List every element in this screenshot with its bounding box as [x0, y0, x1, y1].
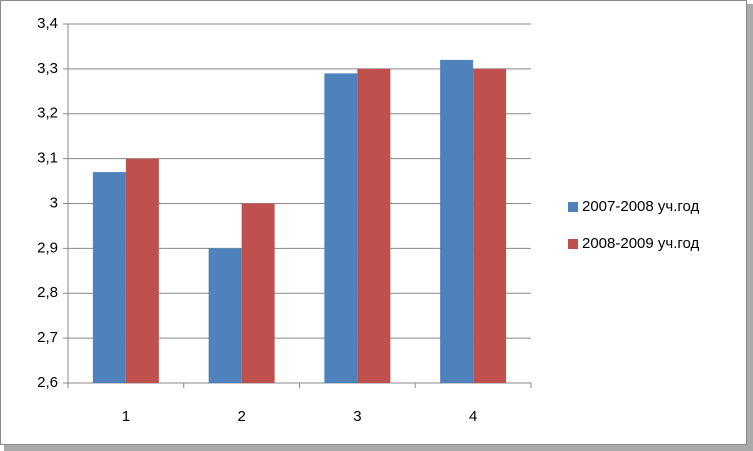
x-tick-label: 3 — [353, 408, 361, 425]
legend-swatch — [568, 239, 578, 249]
legend-label: 2007-2008 уч.год — [582, 198, 700, 215]
y-tick-label: 2,7 — [37, 329, 58, 346]
legend-label: 2008-2009 уч.год — [582, 235, 700, 252]
y-tick-label: 2,6 — [37, 374, 58, 391]
bar — [92, 172, 126, 383]
y-tick-label: 3,4 — [37, 15, 58, 32]
y-tick-label: 2,9 — [37, 239, 58, 256]
x-tick-label: 1 — [122, 408, 130, 425]
legend-swatch — [568, 202, 578, 212]
y-tick-label: 3 — [50, 194, 58, 211]
x-tick-label: 4 — [469, 408, 477, 425]
bar — [440, 59, 474, 384]
x-tick-label: 2 — [237, 408, 245, 425]
bar — [357, 68, 391, 383]
y-tick-label: 3,1 — [37, 150, 58, 167]
y-tick-label: 2,8 — [37, 284, 58, 301]
bar — [473, 68, 507, 383]
chart-shadow — [747, 4, 753, 449]
bar — [125, 158, 159, 383]
chart-shadow — [4, 445, 753, 451]
bar — [208, 248, 242, 383]
bar — [324, 73, 358, 384]
y-tick-label: 3,3 — [37, 60, 58, 77]
y-tick-label: 3,2 — [37, 105, 58, 122]
bar — [241, 203, 275, 383]
